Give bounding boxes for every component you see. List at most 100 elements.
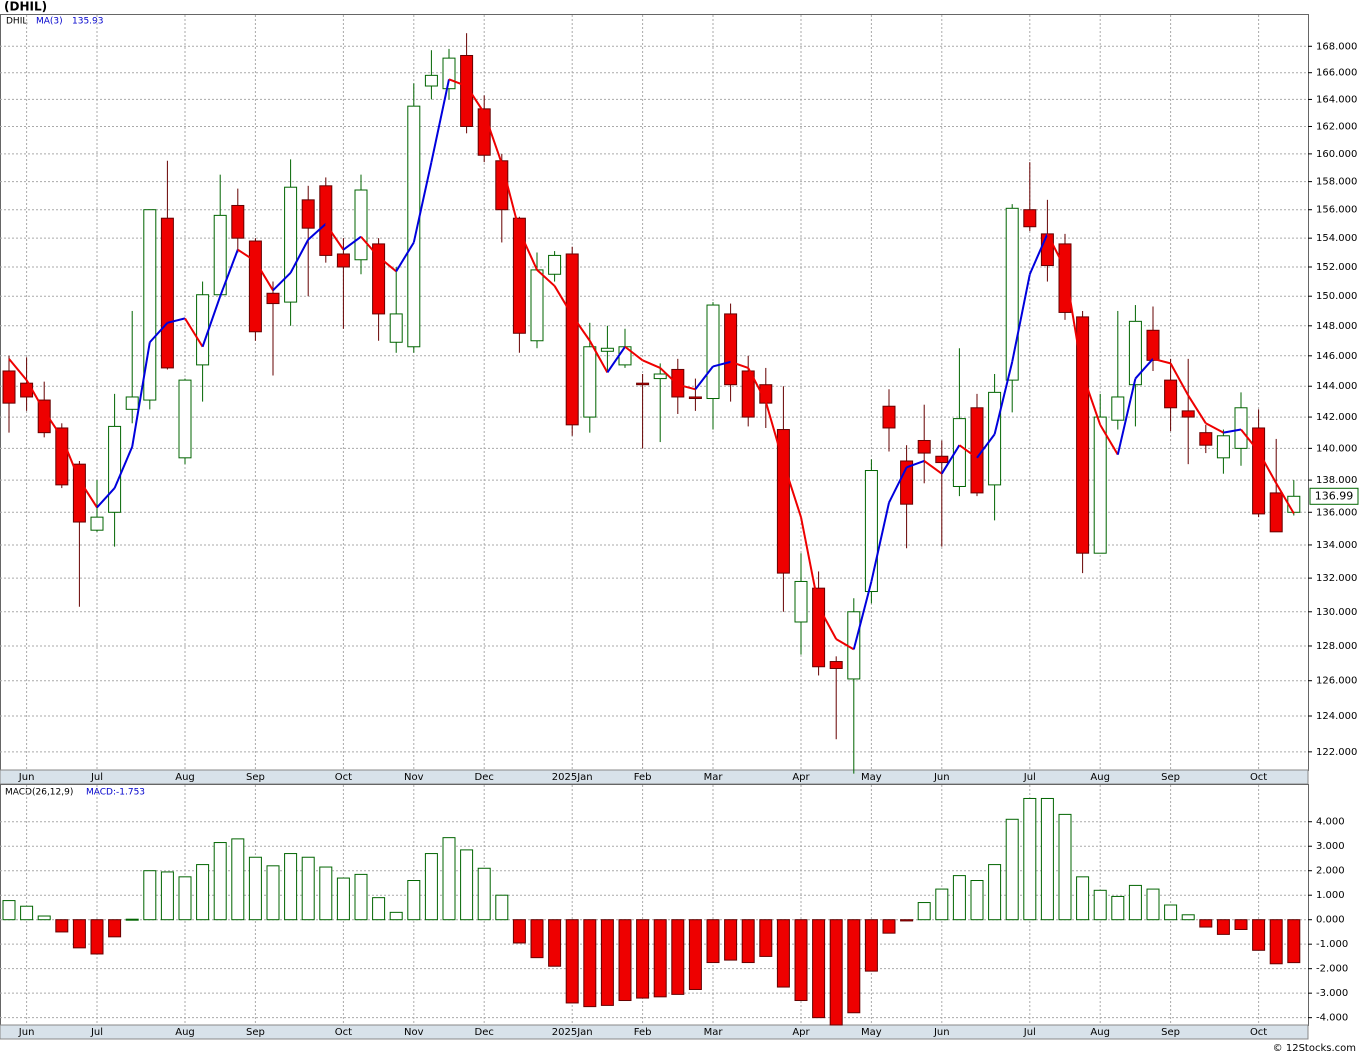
- macd-bar: [1128, 884, 1142, 921]
- y-tick-label: 168.000: [1316, 41, 1357, 52]
- ma-segment: [518, 230, 538, 271]
- candle-body: [512, 217, 526, 334]
- macd-bar: [90, 919, 104, 955]
- candle-body: [794, 580, 808, 623]
- candle-body: [653, 373, 667, 380]
- credit: © 12Stocks.com: [1273, 1043, 1356, 1054]
- x-tick-label: Apr: [792, 772, 810, 783]
- candle-body: [1199, 432, 1213, 446]
- candle-body: [1076, 316, 1090, 554]
- ma-segment: [870, 502, 890, 582]
- ma-segment: [254, 260, 274, 291]
- ma-segment: [149, 322, 169, 343]
- macd-bar: [266, 865, 280, 921]
- ma-segment: [360, 236, 380, 258]
- macd-bar: [794, 919, 808, 1002]
- month-strip: [0, 1024, 1309, 1040]
- ma-segment: [588, 340, 609, 373]
- candle-body: [460, 54, 474, 127]
- candle-body: [548, 254, 562, 275]
- candle-body: [741, 370, 755, 418]
- candle-body: [1252, 427, 1266, 515]
- x-tick-label: Mar: [704, 772, 724, 783]
- x-tick-label: Oct: [335, 1027, 352, 1038]
- macd-bar: [917, 902, 931, 921]
- x-tick-label: Dec: [475, 1027, 494, 1038]
- macd-bar: [2, 900, 16, 921]
- y-tick-label: 164.000: [1316, 94, 1357, 105]
- ma-segment: [730, 360, 749, 369]
- macd-bar: [284, 853, 298, 921]
- x-tick-label: Jul: [90, 1027, 103, 1038]
- x-tick-label: Sep: [246, 772, 265, 783]
- ma-segment: [852, 581, 873, 650]
- macd-bar: [1234, 919, 1248, 930]
- candle-body: [988, 391, 1002, 486]
- y-tick-label: 150.000: [1316, 291, 1357, 302]
- ma-segment: [96, 487, 116, 509]
- y-tick-label: 160.000: [1316, 149, 1357, 160]
- ma-segment: [201, 295, 222, 348]
- ma-segment: [694, 365, 714, 390]
- ma-segment: [43, 410, 63, 438]
- macd-bar: [407, 880, 421, 921]
- ma-segment: [500, 163, 521, 232]
- ma-segment: [131, 342, 151, 447]
- macd-bar: [196, 864, 210, 921]
- macd-bar: [1058, 813, 1072, 921]
- x-tick-label: 2025Jan: [552, 772, 593, 783]
- price-tag: [1309, 487, 1359, 505]
- y-tick-label: 140.000: [1316, 443, 1357, 454]
- ma-segment: [342, 235, 362, 251]
- candle-body: [301, 199, 315, 229]
- y-tick-label: 3.000: [1316, 841, 1345, 852]
- ma-segment: [1134, 358, 1154, 380]
- y-tick-label: 122.000: [1316, 747, 1357, 758]
- x-tick-label: Aug: [1090, 772, 1110, 783]
- macd-bar: [495, 894, 509, 921]
- macd-bar: [108, 919, 122, 938]
- candle-body: [178, 379, 192, 459]
- macd-bar: [688, 919, 702, 990]
- y-tick-label: -2.000: [1316, 964, 1348, 975]
- candle-body: [864, 470, 878, 593]
- x-tick-label: Feb: [634, 772, 652, 783]
- y-tick-label: 148.000: [1316, 321, 1357, 332]
- macd-bar: [160, 871, 174, 921]
- candle-body: [37, 399, 51, 434]
- y-tick-label: 2.000: [1316, 866, 1345, 877]
- candle-body: [160, 217, 174, 369]
- candle-body: [671, 368, 685, 398]
- x-tick-label: Sep: [246, 1027, 265, 1038]
- y-tick-label: -1.000: [1316, 939, 1348, 950]
- macd-bar: [372, 897, 386, 921]
- ma-segment: [78, 479, 98, 508]
- ma-segment: [888, 466, 908, 504]
- candle-body: [565, 253, 579, 426]
- macd-bar: [143, 870, 157, 921]
- candle-body: [1269, 492, 1283, 533]
- candle-body: [636, 382, 650, 386]
- macd-bar: [1146, 888, 1160, 921]
- ma-segment: [60, 436, 81, 481]
- macd-bar: [20, 905, 34, 921]
- ma-value: 135.93: [72, 17, 104, 27]
- x-tick-label: May: [861, 1027, 882, 1038]
- ma-segment: [536, 269, 556, 287]
- candle-body: [530, 269, 544, 342]
- x-tick-label: Oct: [335, 772, 352, 783]
- candle-body: [1005, 207, 1019, 381]
- ma-segment: [448, 78, 467, 87]
- ma-segment: [1152, 357, 1171, 365]
- macd-bar: [671, 919, 685, 995]
- ma-segment: [1169, 362, 1190, 396]
- candle-body: [688, 396, 702, 400]
- macd-bar: [1216, 919, 1230, 935]
- macd-bar: [442, 837, 456, 921]
- ma-segment: [1011, 274, 1031, 363]
- candle-body: [1164, 379, 1178, 409]
- y-tick-label: 142.000: [1316, 412, 1357, 423]
- ma-segment: [395, 241, 415, 272]
- y-tick-label: 0.000: [1316, 915, 1345, 926]
